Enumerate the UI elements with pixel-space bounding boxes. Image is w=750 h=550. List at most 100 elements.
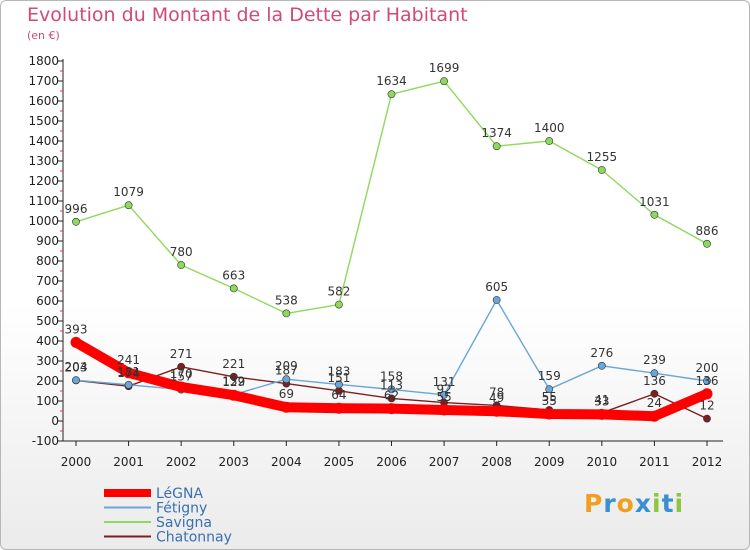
logo-letter: t [661, 489, 675, 518]
data-point-lgna [70, 336, 82, 348]
data-point-ftigny [440, 390, 448, 399]
data-label-chatonnay: 55 [542, 390, 557, 404]
data-point-lgna [701, 388, 713, 400]
data-point-lgna [543, 408, 555, 420]
y-tick-label: 200 [36, 374, 59, 388]
y-tick-label: 100 [36, 394, 59, 408]
data-label-chatonnay: 12 [699, 399, 714, 413]
y-tick-label: 1600 [28, 94, 59, 108]
series-lines [70, 77, 713, 423]
x-tick-label: 2004 [271, 455, 302, 469]
data-point-lgna [491, 405, 503, 417]
data-point-lgna [123, 367, 135, 379]
data-label-lgna: 24 [647, 396, 662, 410]
data-label-savigna: 886 [696, 224, 719, 238]
y-tick-label: 1700 [28, 74, 59, 88]
data-label-savigna: 1400 [534, 121, 565, 135]
data-point-savigna [229, 284, 238, 293]
data-point-savigna [492, 142, 501, 151]
data-label-savigna: 780 [170, 245, 193, 259]
data-point-lgna [386, 403, 397, 415]
data-point-ftigny [124, 380, 133, 389]
x-tick-label: 2000 [61, 455, 92, 469]
data-point-ftigny [650, 369, 659, 378]
data-point-ftigny [282, 375, 291, 384]
y-tick-label: 1300 [28, 154, 59, 168]
data-point-ftigny [387, 385, 396, 394]
y-tick-label: 500 [36, 314, 59, 328]
data-label-ftigny: 157 [170, 370, 193, 384]
data-label-ftigny: 181 [117, 365, 140, 379]
y-tick-label: 1500 [28, 114, 59, 128]
data-label-savigna: 996 [65, 202, 88, 216]
data-point-lgna [175, 381, 187, 393]
y-tick-label: 800 [36, 254, 59, 268]
data-label-ftigny: 239 [643, 353, 666, 367]
x-tick-label: 2011 [639, 455, 670, 469]
data-label-savigna: 1634 [376, 74, 407, 88]
data-point-savigna [282, 309, 291, 318]
data-label-chatonnay: 78 [489, 385, 504, 399]
y-tick-label: 0 [51, 414, 59, 428]
y-tick-label: 300 [36, 354, 59, 368]
data-label-ftigny: 200 [696, 361, 719, 375]
data-point-ftigny [335, 380, 343, 389]
logo-letter: i [652, 489, 662, 518]
legend-label-ftigny: Fétigny [156, 501, 207, 517]
x-tick-label: 2009 [534, 455, 565, 469]
data-label-ftigny: 158 [380, 369, 403, 383]
data-label-chatonnay: 113 [380, 378, 403, 392]
data-point-lgna [648, 410, 660, 422]
y-tick-label: 400 [36, 334, 59, 348]
data-label-savigna: 538 [275, 293, 298, 307]
data-label-savigna: 1031 [639, 195, 670, 209]
y-tick-label: 1400 [28, 134, 59, 148]
data-label-ftigny: 132 [222, 375, 245, 389]
data-point-lgna [438, 404, 450, 416]
chart-unit-label: (en €) [27, 29, 60, 42]
data-label-lgna: 393 [65, 322, 88, 336]
data-point-savigna [440, 77, 448, 86]
data-point-ftigny [545, 385, 554, 394]
data-label-chatonnay: 187 [275, 364, 298, 378]
data-point-chatonnay [703, 414, 711, 423]
data-label-chatonnay: 41 [594, 393, 609, 407]
data-label-chatonnay: 221 [222, 357, 245, 371]
legend-label-lgna: LéGNA [156, 486, 203, 502]
x-tick-label: 2012 [692, 455, 723, 469]
data-point-savigna [387, 90, 396, 99]
data-label-lgna: 241 [117, 353, 140, 367]
x-tick-label: 2008 [481, 455, 512, 469]
data-point-lgna [228, 389, 240, 401]
data-point-lgna [596, 408, 608, 420]
x-tick-label: 2010 [587, 455, 618, 469]
data-label-lgna: 35 [542, 394, 557, 408]
data-point-savigna [597, 166, 606, 174]
data-label-ftigny: 131 [433, 375, 456, 389]
data-label-ftigny: 209 [275, 359, 298, 373]
y-tick-label: 1000 [28, 214, 59, 228]
data-label-ftigny: 183 [327, 364, 350, 378]
data-point-savigna [650, 210, 659, 219]
data-label-chatonnay: 174 [117, 366, 140, 380]
data-label-lgna: 136 [696, 374, 719, 388]
data-label-lgna: 64 [331, 388, 346, 402]
data-point-chatonnay [177, 362, 186, 371]
proxiti-logo: Proxiti [584, 489, 684, 518]
data-point-chatonnay [387, 394, 396, 403]
data-point-ftigny [492, 296, 501, 304]
data-point-savigna [545, 137, 554, 145]
x-tick-label: 2001 [113, 455, 144, 469]
data-label-ftigny: 204 [65, 360, 88, 374]
data-label-chatonnay: 92 [436, 383, 451, 397]
data-label-savigna: 1374 [481, 126, 512, 140]
data-label-lgna: 129 [222, 375, 245, 389]
data-point-ftigny [597, 361, 606, 370]
legend-label-chatonnay: Chatonnay [156, 530, 232, 546]
y-tick-label: 1800 [28, 54, 59, 68]
x-tick-label: 2003 [218, 455, 249, 469]
x-tick-label: 2002 [166, 455, 197, 469]
data-point-ftigny [703, 377, 711, 385]
